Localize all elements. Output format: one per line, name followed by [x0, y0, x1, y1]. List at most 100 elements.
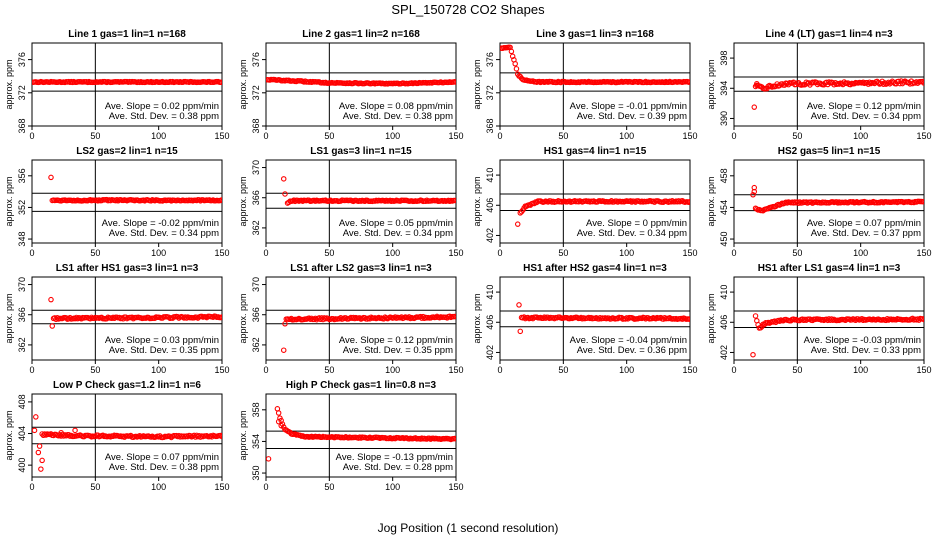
x-tick-label: 50 [324, 131, 334, 141]
data-point [38, 466, 44, 472]
data-point [278, 422, 284, 429]
x-tick-label: 150 [448, 365, 463, 375]
x-tick-label: 50 [90, 248, 100, 258]
y-axis-label: approx. ppm [4, 176, 14, 226]
stats-annotation: Ave. Std. Dev. = 0.35 ppm [109, 345, 219, 356]
x-tick-label: 50 [558, 248, 568, 258]
y-tick-label: 362 [251, 337, 261, 352]
y-tick-label: 406 [485, 315, 495, 330]
stats-annotation: Ave. Slope = 0.12 ppm/min [807, 101, 921, 112]
data-point [217, 432, 222, 439]
x-tick-label: 0 [263, 248, 268, 258]
panel-title: HS1 after LS1 gas=4 lin=1 n=3 [758, 263, 901, 274]
data-point [914, 316, 921, 322]
stats-annotation: Ave. Slope = 0.12 ppm/min [339, 335, 453, 346]
x-tick-label: 150 [448, 482, 463, 492]
data-point [219, 79, 222, 86]
y-tick-label: 368 [251, 118, 261, 133]
panel-title: HS1 gas=4 lin=1 n=15 [544, 146, 647, 157]
y-tick-label: 370 [251, 160, 261, 175]
data-point [679, 316, 686, 322]
panel: High P Check gas=1 lin=0.8 n=3 0 50 100 150 3… [238, 380, 464, 492]
data-point [921, 316, 924, 323]
y-tick-label: 394 [719, 81, 729, 96]
y-tick-label: 406 [485, 198, 495, 213]
data-point [627, 198, 634, 204]
x-tick-label: 0 [731, 365, 736, 375]
panel-title: Line 2 gas=1 lin=2 n=168 [302, 29, 420, 40]
panel: Line 3 gas=1 lin=3 n=168 0 50 100 150 368 372 3… [472, 29, 698, 141]
data-point [453, 313, 456, 320]
y-axis-label: approx. ppm [4, 293, 14, 343]
data-points [280, 176, 456, 206]
data-point [337, 314, 344, 321]
x-tick-label: 150 [214, 248, 229, 258]
data-point [516, 302, 522, 308]
y-tick-label: 402 [485, 228, 495, 243]
data-point [803, 199, 809, 205]
data-point [687, 79, 690, 85]
panel-title: LS2 gas=2 lin=1 n=15 [76, 146, 178, 157]
stats-annotation: Ave. Std. Dev. = 0.34 ppm [811, 111, 921, 122]
y-tick-label: 450 [719, 232, 729, 247]
data-point [343, 315, 349, 321]
x-tick-label: 100 [151, 131, 166, 141]
data-point [913, 79, 920, 85]
stats-annotation: Ave. Std. Dev. = 0.34 ppm [109, 228, 219, 239]
data-point [114, 196, 120, 203]
data-point [282, 321, 288, 327]
stats-annotation: Ave. Slope = -0.03 ppm/min [804, 335, 921, 346]
data-point [282, 191, 288, 197]
panel-title: Line 1 gas=1 lin=1 n=168 [68, 29, 186, 40]
panel: Line 2 gas=1 lin=2 n=168 0 50 100 150 368 372 3… [238, 29, 464, 141]
data-points [48, 174, 222, 204]
figure-title: SPL_150728 CO2 Shapes [391, 2, 545, 17]
data-point [336, 315, 343, 322]
data-points [32, 414, 222, 472]
data-point [280, 176, 287, 182]
data-point [453, 197, 456, 204]
y-axis-label: approx. ppm [706, 293, 716, 343]
y-tick-label: 410 [719, 285, 729, 300]
data-point [453, 79, 456, 85]
data-point [33, 414, 39, 420]
panel: Line 1 gas=1 lin=1 n=168 0 50 100 150 368 372 3… [4, 29, 230, 141]
data-point [508, 48, 515, 55]
panel: LS1 gas=3 lin=1 n=15 0 50 100 150 362 366 370ap… [238, 146, 464, 258]
data-point [776, 318, 783, 324]
x-tick-label: 150 [682, 365, 697, 375]
data-point [784, 80, 790, 87]
x-tick-label: 150 [214, 482, 229, 492]
data-points [750, 313, 924, 358]
data-point [803, 79, 809, 86]
panel-title: HS1 after HS2 gas=4 lin=1 n=3 [523, 263, 667, 274]
data-points [750, 184, 924, 214]
y-axis-label: approx. ppm [238, 293, 248, 343]
panel: LS1 after LS2 gas=3 lin=1 n=3 0 50 100 150 36… [238, 263, 464, 375]
panel: HS1 gas=4 lin=1 n=15 0 50 100 150 402 406 410ap… [472, 146, 698, 258]
y-axis-label: approx. ppm [4, 410, 14, 460]
data-points [500, 44, 690, 86]
y-tick-label: 376 [485, 52, 495, 67]
data-point [32, 427, 38, 434]
data-point [513, 66, 520, 72]
y-tick-label: 366 [251, 307, 261, 322]
y-tick-label: 402 [719, 345, 729, 360]
data-point [312, 315, 319, 322]
x-tick-label: 0 [263, 365, 268, 375]
y-tick-label: 398 [719, 51, 729, 66]
data-point [182, 314, 189, 320]
data-point [525, 314, 531, 321]
data-point [183, 315, 190, 321]
y-tick-label: 372 [485, 85, 495, 100]
x-tick-label: 0 [497, 131, 502, 141]
x-tick-label: 150 [682, 131, 697, 141]
y-tick-label: 362 [17, 337, 27, 352]
data-point [185, 433, 191, 440]
panel: Low P Check gas=1.2 lin=1 n=6 0 50 100 150 40… [4, 380, 230, 492]
x-tick-label: 100 [385, 131, 400, 141]
panel: HS1 after LS1 gas=4 lin=1 n=3 0 50 100 150 40… [706, 263, 932, 375]
data-point [275, 418, 282, 425]
data-point [687, 198, 690, 205]
stats-annotation: Ave. Std. Dev. = 0.38 ppm [109, 462, 219, 473]
